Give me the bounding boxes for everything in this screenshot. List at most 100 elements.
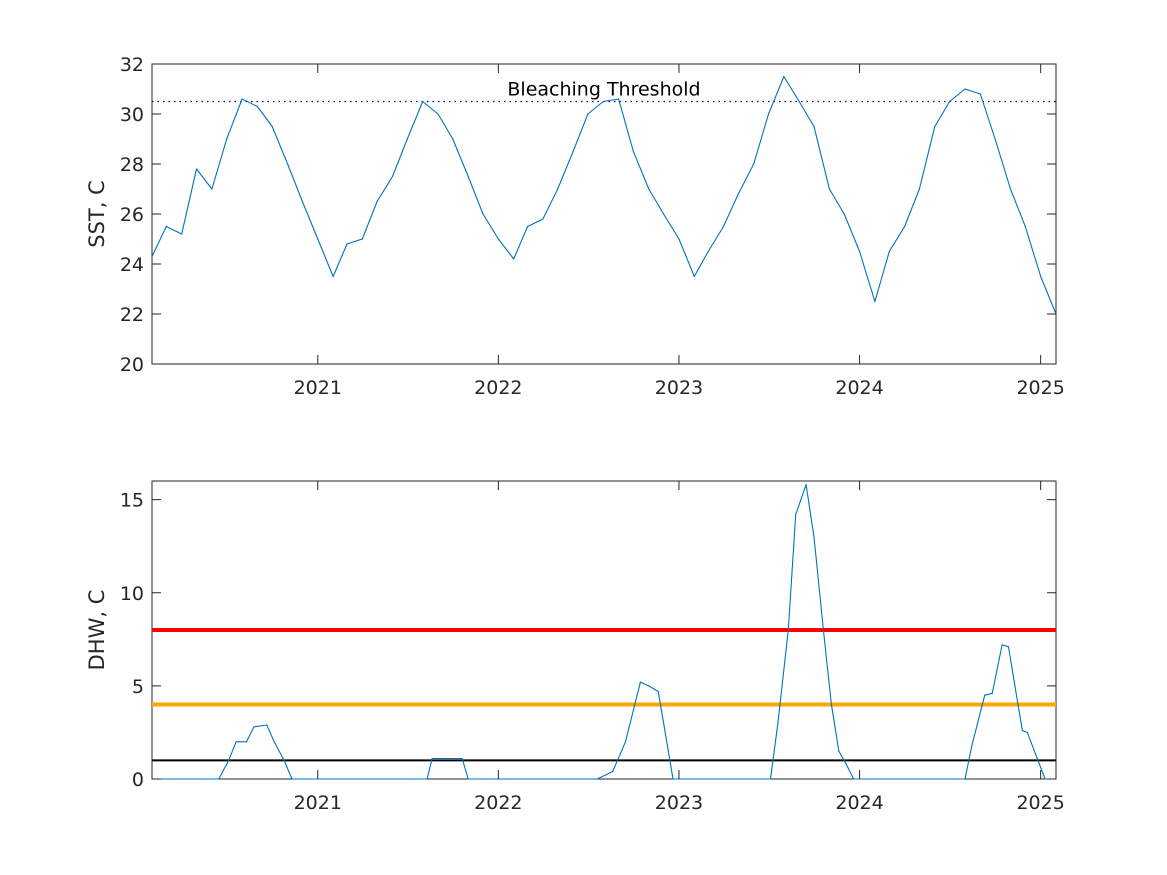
- sst-data-point: [271, 125, 273, 128]
- dhw-xtick-label: 2023: [655, 792, 703, 814]
- dhw-data-point: [769, 778, 772, 780]
- sst-data-point: [557, 188, 559, 190]
- sst-data-point: [256, 105, 258, 108]
- sst-data-point: [918, 188, 921, 190]
- sst-data-point: [467, 175, 469, 178]
- dhw-data-point: [657, 690, 659, 693]
- sst-data-point: [332, 275, 334, 278]
- sst-data-point: [949, 100, 951, 103]
- dhw-data-point: [461, 757, 463, 760]
- dhw-data-point: [838, 750, 840, 752]
- dhw-y-ticks: 0 5 10 15: [120, 490, 1056, 791]
- sst-data-point: [526, 225, 529, 228]
- dhw-xtick-label: 2022: [474, 792, 522, 814]
- sst-data-point: [678, 238, 680, 240]
- sst-data-point: [241, 98, 243, 100]
- sst-data-point: [693, 275, 695, 278]
- dhw-data-point: [245, 741, 248, 743]
- sst-data-point: [934, 125, 936, 128]
- dhw-data-point: [648, 685, 650, 687]
- dhw-data-point: [795, 513, 797, 516]
- dhw-data-point: [813, 536, 815, 538]
- sst-data-point: [722, 225, 725, 228]
- dhw-data-point: [291, 778, 293, 780]
- sst-data-point: [391, 175, 394, 178]
- sst-data-point: [437, 113, 439, 115]
- dhw-x-ticks: 2021 2022 2023 2024 2025: [294, 481, 1065, 814]
- sst-data-point: [874, 300, 876, 303]
- dhw-ytick-label: 15: [120, 490, 144, 512]
- sst-series: [151, 75, 1057, 315]
- dhw-data-point: [964, 778, 966, 780]
- dhw-data-point: [822, 629, 825, 631]
- sst-ytick-label: 24: [120, 254, 144, 276]
- dhw-data-point: [1014, 685, 1016, 687]
- sst-data-point: [226, 138, 228, 140]
- sst-data-point: [151, 255, 153, 258]
- dhw-data-point: [805, 484, 807, 486]
- dhw-data-point: [253, 726, 255, 728]
- sst-data-point: [452, 138, 454, 140]
- sst-ytick-label: 20: [120, 354, 144, 376]
- sst-ytick-label: 28: [120, 154, 144, 176]
- sst-axes-box: [151, 63, 1057, 365]
- sst-data-point: [994, 138, 996, 140]
- dhw-data-point: [596, 778, 598, 780]
- sst-data-point: [317, 238, 319, 240]
- sst-data-point: [482, 213, 484, 215]
- sst-data-point: [542, 218, 544, 220]
- dhw-data-point: [228, 759, 230, 761]
- sst-data-point: [858, 250, 861, 253]
- dhw-data-point: [663, 722, 665, 724]
- dhw-data-point: [777, 722, 779, 724]
- dhw-data-point: [426, 778, 428, 780]
- dhw-data-point: [672, 778, 674, 780]
- sst-data-point: [587, 113, 589, 115]
- dhw-data-point: [845, 763, 847, 765]
- dhw-data-point: [612, 770, 614, 773]
- dhw-ytick-label: 10: [120, 583, 144, 605]
- dhw-panel: 0 5 10 15 2021 2022 2023 2024 2025 DHW, C: [85, 480, 1065, 814]
- dhw-ytick-label: 0: [132, 769, 144, 791]
- dhw-reference-lines: [152, 628, 1056, 762]
- dhw-series: [151, 484, 1057, 780]
- sst-ytick-label: 32: [120, 54, 144, 76]
- sst-data-point: [165, 225, 167, 228]
- sst-ytick-label: 26: [120, 204, 144, 226]
- bleaching-threshold-label: Bleaching Threshold: [507, 79, 700, 101]
- sst-data-point: [1024, 225, 1026, 228]
- dhw-data-point: [235, 741, 237, 743]
- dhw-data-point: [1026, 731, 1028, 734]
- sst-xtick-label: 2024: [835, 377, 883, 399]
- sst-y-axis-label: SST, C: [85, 180, 109, 248]
- sst-data-point: [888, 250, 890, 253]
- dhw-data-point: [787, 629, 789, 631]
- sst-data-point: [632, 150, 635, 153]
- sst-data-point: [602, 100, 604, 103]
- sst-x-ticks: 2021 2022 2023 2024 2025: [294, 64, 1065, 399]
- dhw-data-point: [639, 681, 641, 683]
- dhw-data-point: [830, 703, 832, 706]
- sst-data-point: [753, 163, 755, 165]
- sst-data-point: [1009, 188, 1012, 190]
- sst-data-point: [964, 88, 966, 90]
- sst-data-point: [195, 168, 198, 170]
- sst-data-point: [783, 75, 785, 78]
- sst-data-point: [707, 250, 709, 253]
- sst-data-point: [737, 193, 739, 195]
- sst-data-point: [767, 113, 770, 115]
- sst-data-point: [1040, 275, 1042, 278]
- sst-data-point: [648, 188, 650, 190]
- sst-data-point: [286, 163, 289, 165]
- sst-data-point: [513, 258, 515, 260]
- sst-ytick-label: 30: [120, 104, 144, 126]
- sst-data-point: [361, 238, 363, 240]
- dhw-data-point: [1007, 646, 1010, 648]
- dhw-data-point: [467, 778, 469, 780]
- dhw-ytick-label: 5: [132, 676, 144, 698]
- sst-data-point: [828, 188, 830, 190]
- dhw-data-point: [218, 778, 220, 780]
- sst-data-point: [376, 200, 378, 203]
